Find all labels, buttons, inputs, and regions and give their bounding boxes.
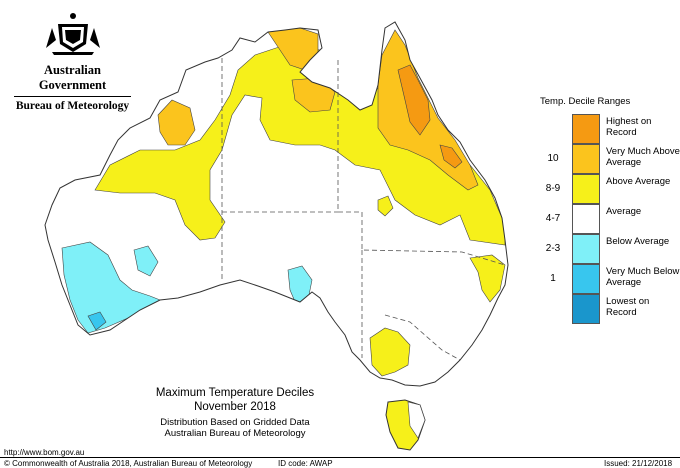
- above-average-victoria: [369, 327, 411, 377]
- id-code: ID code: AWAP: [278, 459, 333, 468]
- legend-swatch: [572, 234, 600, 264]
- legend-item-average: 4-7 Average: [540, 204, 680, 234]
- issued-date: Issued: 21/12/2018: [604, 459, 673, 468]
- highest-record-cape: [397, 64, 431, 136]
- map-title: Maximum Temperature Deciles: [155, 387, 315, 399]
- tasmania-average-part: [407, 401, 426, 439]
- legend: Temp. Decile Ranges Highest on Record 10…: [540, 96, 680, 324]
- legend-swatch: [572, 264, 600, 294]
- legend-label: Very Much Below Average: [606, 266, 680, 288]
- legend-label: Highest on Record: [606, 116, 652, 138]
- legend-label: Above Average: [606, 176, 671, 187]
- map-source: Australian Bureau of Meteorology: [164, 428, 306, 439]
- legend-label: Below Average: [606, 236, 670, 247]
- legend-label: Average: [606, 206, 642, 217]
- legend-swatch: [572, 204, 600, 234]
- legend-code: 1: [550, 273, 556, 284]
- map-captions: Maximum Temperature Deciles November 201…: [110, 387, 360, 439]
- bureau-name: Bureau of Meteorology: [15, 100, 130, 112]
- legend-label: Lowest on Record: [606, 296, 650, 318]
- legend-swatch: [572, 294, 600, 324]
- government-name: Australian Government: [38, 63, 107, 92]
- map-method: Distribution Based on Gridded Data: [160, 417, 310, 428]
- legend-item-lowest: Lowest on Record: [540, 294, 680, 324]
- legend-item-highest: Highest on Record: [540, 114, 680, 144]
- above-average-nsw-coast: [469, 254, 506, 303]
- very-much-below-wa: [87, 311, 107, 331]
- highest-record-coast: [439, 144, 463, 169]
- map-period: November 2018: [194, 401, 276, 413]
- below-average-wa-interior: [133, 245, 159, 277]
- legend-item-very-much-below: 1 Very Much Below Average: [540, 264, 680, 294]
- footer: © Commonwealth of Australia 2018, Austra…: [0, 457, 680, 468]
- legend-title: Temp. Decile Ranges: [540, 96, 631, 107]
- legend-item-very-much-above: 10 Very Much Above Average: [540, 144, 680, 174]
- legend-label: Very Much Above Average: [606, 146, 680, 168]
- legend-code: 10: [547, 153, 559, 164]
- legend-item-above: 8-9 Above Average: [540, 174, 680, 204]
- government-logo: Australian Government Bureau of Meteorol…: [10, 10, 135, 112]
- very-much-above-kimberley: [157, 99, 196, 146]
- above-average-region: [94, 44, 506, 246]
- legend-code: 8-9: [545, 183, 561, 194]
- logo-divider: [14, 96, 131, 97]
- legend-code: 4-7: [545, 213, 561, 224]
- copyright-text: © Commonwealth of Australia 2018, Austra…: [4, 459, 253, 468]
- bom-url-link[interactable]: http://www.bom.gov.au: [4, 448, 85, 457]
- legend-code: 2-3: [545, 243, 561, 254]
- coat-of-arms-emblem: [45, 13, 100, 55]
- legend-swatch: [572, 174, 600, 204]
- legend-swatch: [572, 144, 600, 174]
- legend-item-below: 2-3 Below Average: [540, 234, 680, 264]
- state-borders: [221, 58, 506, 361]
- legend-swatch: [572, 114, 600, 144]
- above-average-central-blob: [377, 195, 394, 217]
